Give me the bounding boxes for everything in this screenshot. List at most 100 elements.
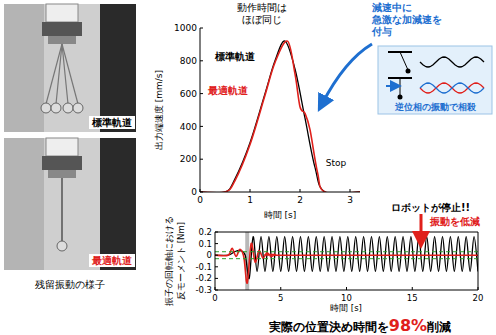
pendulum-bob (51, 103, 61, 113)
figure: 標準軌道最適軌道残留振動の様子012302004006008001000時間 [… (0, 0, 496, 335)
frame (478, 232, 479, 290)
y-axis (200, 28, 201, 192)
robot-gripper (42, 22, 82, 36)
photo-background (4, 4, 136, 132)
x-tick-label: 1 (247, 195, 253, 205)
y-axis-title: 振子の回転軸における (164, 216, 174, 306)
x-tick (478, 287, 479, 290)
x-tick-label: 3 (347, 195, 353, 205)
x-tick-label: 0 (197, 195, 203, 205)
pendulum-bob (41, 103, 51, 113)
y-tick-label: 1000 (174, 23, 197, 33)
pendulum-string (62, 44, 78, 104)
robot-arm (46, 4, 78, 22)
y-tick (215, 255, 218, 256)
pendulum-string (46, 44, 62, 104)
series-label: 最適軌道 (207, 85, 249, 96)
series-line (200, 41, 360, 192)
y-tick (200, 93, 203, 94)
y-axis-title: 反モーメント [Nm] (176, 222, 186, 300)
y-tick-label: 200 (180, 154, 197, 164)
y-axis-title: 出力端速度 [mm/s] (154, 70, 164, 150)
frame (215, 232, 478, 233)
y-tick-label: -0.3 (195, 285, 212, 295)
push-arrow (386, 85, 396, 87)
reference-line (215, 258, 478, 259)
photo-shade (4, 138, 44, 270)
plot-area (200, 41, 360, 192)
x-tick (412, 287, 413, 290)
x-axis (200, 192, 360, 193)
photo: 最適軌道 (4, 138, 136, 270)
annotation: 動作時間は (237, 2, 287, 13)
x-tick (346, 287, 347, 290)
pendulum-bob (63, 103, 73, 113)
wave-icon (420, 83, 484, 93)
annotation: Stop (326, 158, 347, 168)
photo-label: 最適軌道 (91, 255, 133, 266)
pendulum-icon (406, 69, 411, 74)
y-tick (200, 126, 203, 127)
x-tick (280, 287, 281, 290)
y-tick (215, 232, 218, 233)
y-tick (200, 28, 203, 29)
annotation: 減速中に (371, 2, 412, 13)
x-axis-title: 時間 [s] (264, 210, 297, 220)
robot-gripper (42, 156, 82, 170)
headline: 実際の位置決め時間を98%削減 (268, 316, 451, 335)
diagram-text: 逆位相の振動で相殺 (394, 102, 477, 112)
pendulum-bob (73, 103, 83, 113)
x-tick (350, 189, 351, 192)
pendulum-icon (398, 95, 403, 100)
plot-area (215, 232, 478, 290)
series-label: 標準軌道 (214, 51, 256, 62)
photo-label: 標準軌道 (91, 117, 133, 128)
x-tick-label: 2 (297, 195, 303, 205)
series-line (200, 41, 360, 192)
y-tick (215, 266, 218, 267)
y-tick (215, 290, 218, 291)
headline-part: 98% (389, 316, 427, 335)
headline-part: 実際の位置決め時間を (268, 320, 389, 334)
diagram: 逆位相の振動で相殺 (378, 46, 492, 114)
y-tick-label: -0.1 (195, 262, 212, 272)
pendulum-string (56, 44, 62, 104)
y-axis (215, 232, 216, 290)
annotation: 急激な加減速を (371, 14, 442, 26)
y-tick (215, 243, 218, 244)
robot-arm (46, 138, 78, 156)
y-tick (200, 60, 203, 61)
label-patch (89, 116, 135, 129)
robot-gripper (48, 170, 76, 178)
x-tick-label: 5 (278, 293, 283, 303)
robot-gripper (48, 36, 76, 44)
photo-caption: 残留振動の様子 (35, 279, 105, 290)
y-tick-label: -0.2 (195, 273, 212, 283)
annotation: ロボットが停止!! (391, 202, 470, 213)
reference-line (215, 251, 478, 252)
photo: 標準軌道 (4, 4, 136, 132)
x-tick-label: 10 (341, 293, 352, 303)
annotation-arrow (322, 44, 372, 104)
annotation: 付与 (371, 26, 392, 37)
y-tick-label: 400 (180, 122, 197, 132)
photo-background (4, 138, 136, 270)
wave-icon (420, 57, 484, 67)
x-tick-label: 0 (212, 293, 217, 303)
annotation: 振動を低減 (429, 216, 480, 227)
y-tick (200, 159, 203, 160)
chart: 012302004006008001000時間 [s]出力端速度 [mm/s]標… (154, 23, 360, 220)
label-patch (89, 254, 135, 267)
x-tick (250, 189, 251, 192)
photo-shade (100, 138, 136, 270)
pendulum-icon (400, 78, 401, 96)
headline-part: 削減 (426, 320, 451, 334)
y-tick (200, 192, 203, 193)
y-tick-label: 0.2 (198, 227, 212, 237)
y-tick-label: 0 (207, 250, 212, 260)
photo-shade (4, 4, 44, 132)
x-axis-title: 時間 [s] (330, 303, 362, 313)
y-tick (215, 278, 218, 279)
chart: 05101520-0.3-0.2-0.100.10.2時間 [s]振子の回転軸に… (164, 216, 483, 313)
pendulum-icon (400, 52, 408, 70)
